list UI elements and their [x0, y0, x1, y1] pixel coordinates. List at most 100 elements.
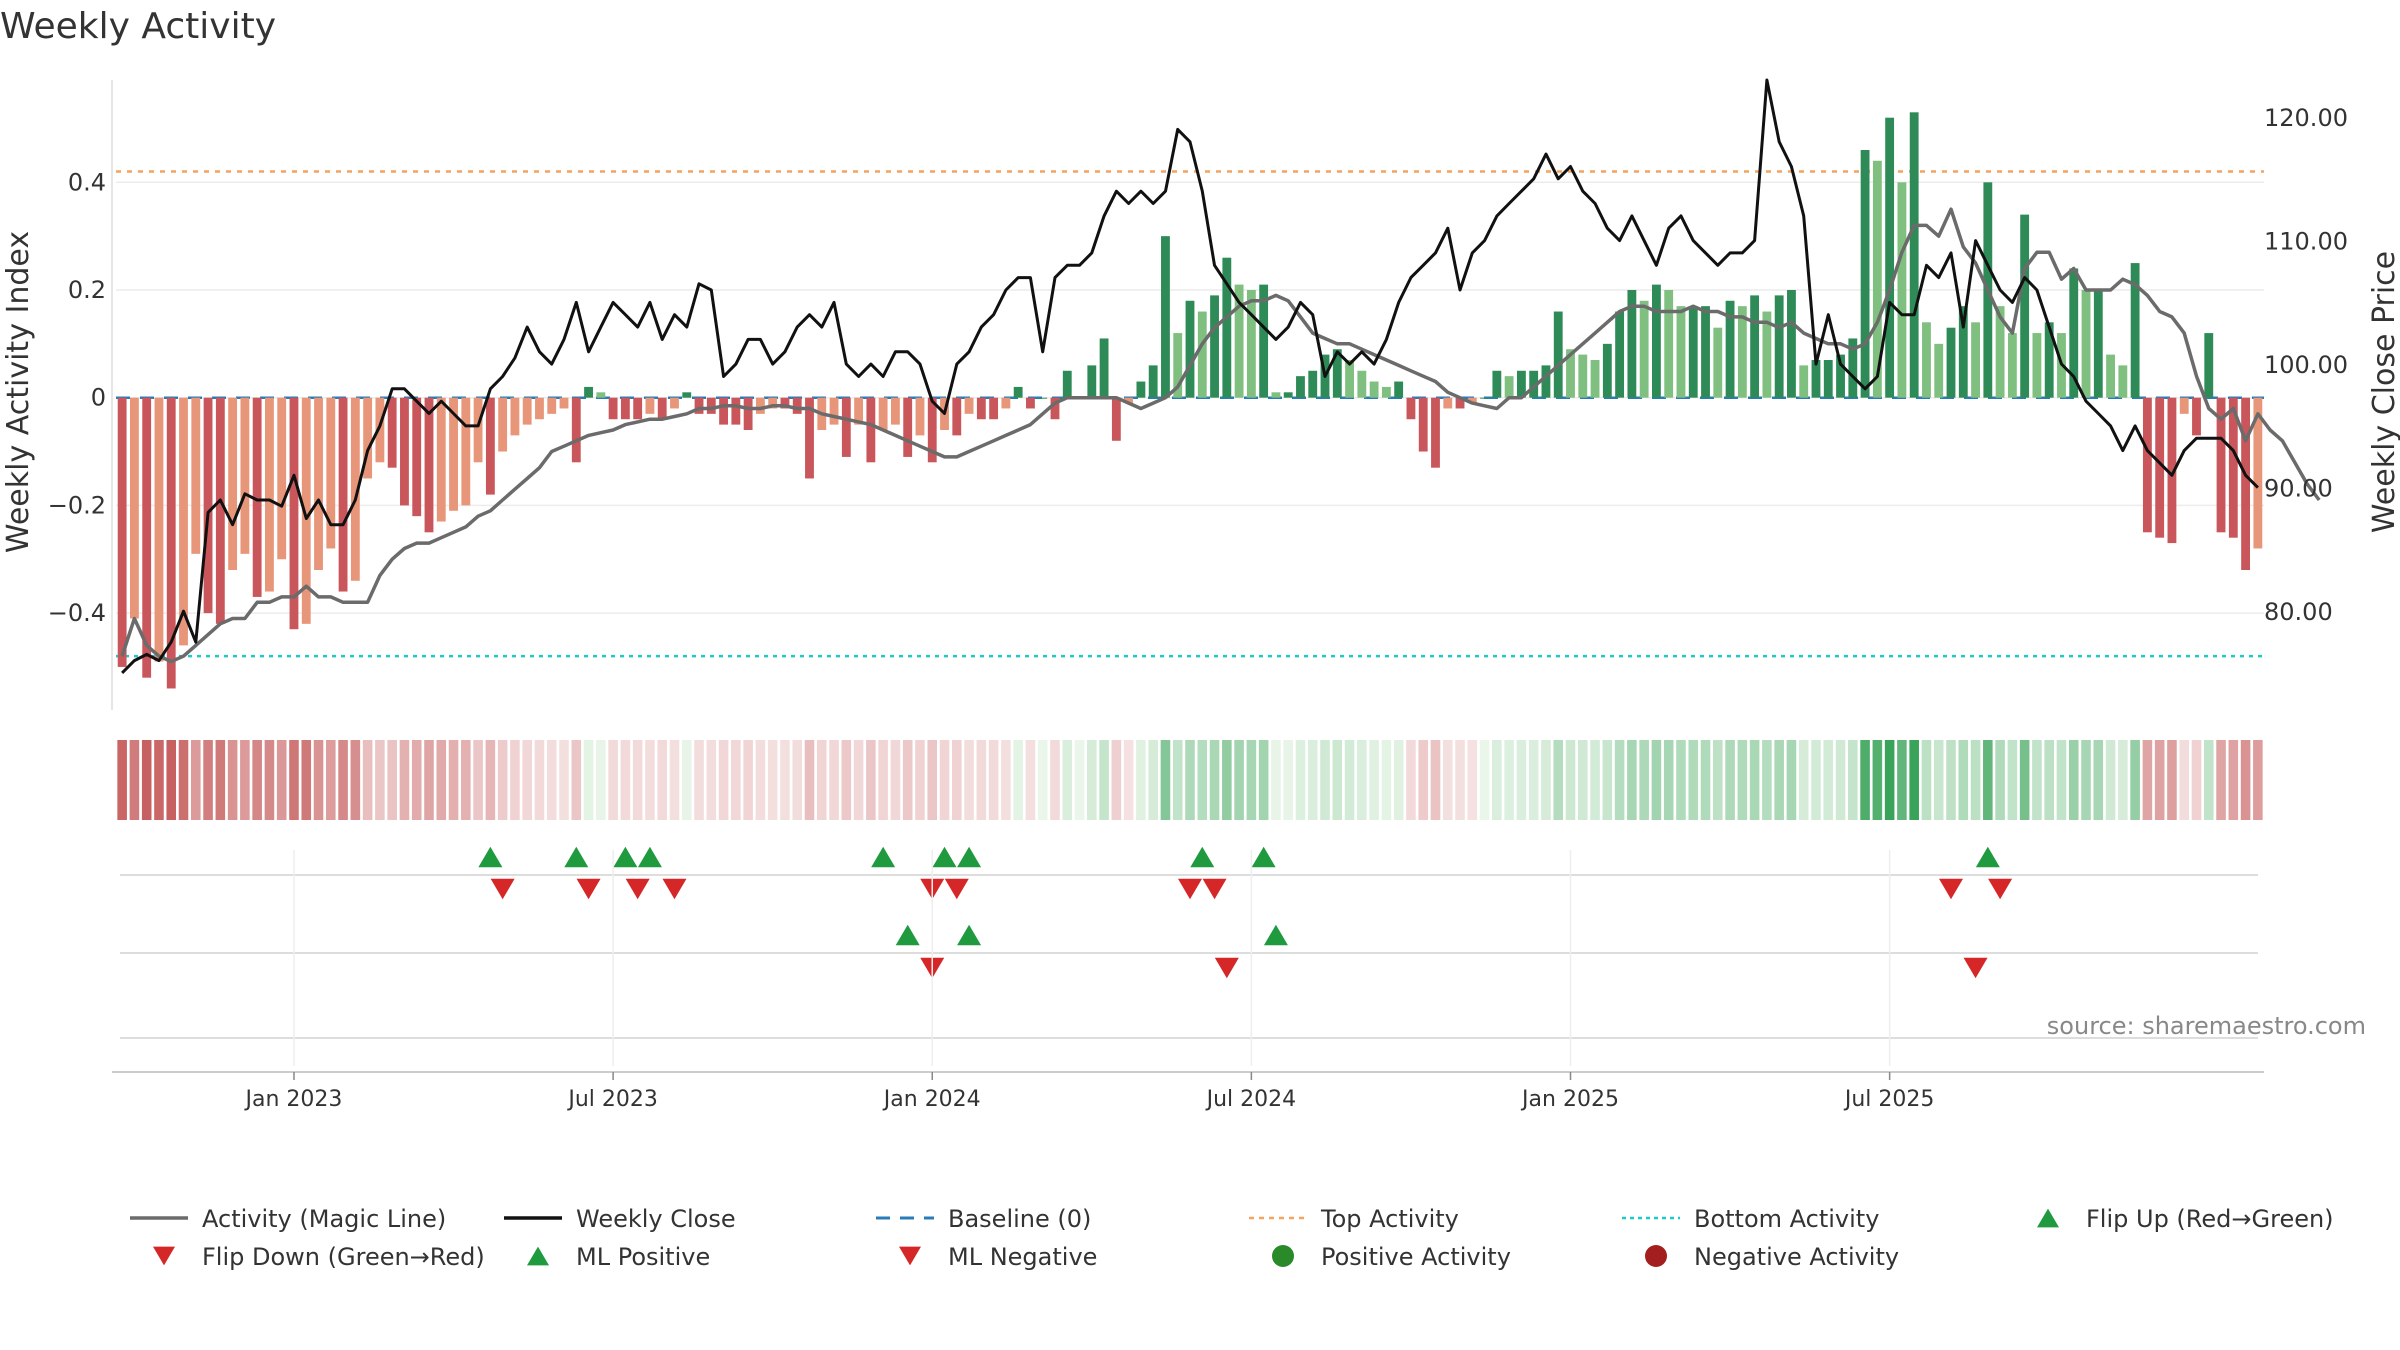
- heat-cell: [1136, 740, 1146, 820]
- activity-bar: [1922, 322, 1931, 398]
- activity-bar: [252, 397, 262, 597]
- heat-cell: [1835, 740, 1846, 820]
- flip-down-marker: [490, 878, 515, 900]
- activity-bar: [289, 397, 299, 630]
- legend-swatch-posact: [1272, 1245, 1294, 1267]
- flip-up-marker: [1251, 846, 1276, 868]
- heat-cell: [2253, 740, 2263, 820]
- activity-bar: [314, 397, 323, 570]
- heat-cell: [1406, 740, 1416, 820]
- activity-bar: [1038, 397, 1048, 399]
- heat-cell: [264, 740, 275, 820]
- heat-cell: [387, 740, 397, 820]
- heat-cell: [559, 740, 569, 820]
- flip-up-marker: [613, 846, 638, 868]
- heat-cell: [1393, 740, 1404, 820]
- heat-cell: [375, 740, 385, 820]
- heat-cell: [2228, 740, 2239, 820]
- activity-bar: [154, 397, 164, 662]
- flip-up-marker: [564, 846, 589, 868]
- activity-bar: [719, 397, 728, 425]
- activity-bar: [1013, 386, 1023, 398]
- heat-cell: [706, 740, 717, 820]
- activity-bar: [1639, 300, 1649, 398]
- activity-bar: [731, 397, 741, 425]
- activity-bar: [1418, 397, 1428, 452]
- heat-cell: [399, 740, 410, 820]
- activity-bar: [1627, 290, 1637, 398]
- heat-cell: [2191, 740, 2202, 820]
- heat-cell: [1123, 740, 1134, 820]
- heat-cell: [497, 740, 508, 820]
- heat-cell: [657, 740, 667, 820]
- heat-cell: [1516, 740, 1527, 820]
- heat-cell: [2019, 740, 2030, 820]
- heat-cell: [534, 740, 545, 820]
- heat-cell: [2105, 740, 2116, 820]
- date-tick-label-0: Jan 2023: [244, 1087, 343, 1112]
- heat-cell: [927, 740, 938, 820]
- heat-cell: [2118, 740, 2128, 820]
- heat-cell: [841, 740, 852, 820]
- flip-down-marker: [576, 878, 601, 900]
- legend-swatch-flipdown: [153, 1246, 175, 1266]
- heat-cell: [596, 740, 606, 820]
- right-tick-label-4: 80.00: [2264, 598, 2333, 626]
- activity-bar: [1136, 381, 1146, 398]
- right-axis: 120.00 110.00 100.00 90.00 80.00: [2264, 104, 2348, 626]
- date-tick-label-5: Jul 2025: [1843, 1087, 1935, 1112]
- legend-label-close: Weekly Close: [576, 1205, 736, 1233]
- heat-cell: [1798, 740, 1809, 820]
- heat-cell: [1553, 740, 1564, 820]
- heat-cell: [436, 740, 447, 820]
- activity-bar: [1197, 311, 1207, 398]
- activity-bar: [608, 397, 618, 420]
- activity-bar: [1455, 397, 1465, 409]
- activity-bar: [191, 397, 201, 554]
- activity-bar: [1602, 343, 1612, 398]
- legend-label-flipdown: Flip Down (Green→Red): [202, 1243, 485, 1271]
- activity-bar: [915, 397, 925, 436]
- activity-bar: [1652, 284, 1661, 398]
- heat-cell: [890, 740, 901, 820]
- heat-cell: [1467, 740, 1478, 820]
- heat-cell: [2154, 740, 2165, 820]
- activity-bar: [780, 397, 790, 409]
- date-tick-label-1: Jul 2023: [566, 1087, 658, 1112]
- heat-cell: [1381, 740, 1392, 820]
- activity-bar: [1848, 338, 1858, 398]
- legend-label-magic: Activity (Magic Line): [202, 1205, 446, 1233]
- heat-cell: [141, 740, 152, 820]
- activity-bar: [2081, 290, 2091, 398]
- activity-bar: [743, 397, 753, 430]
- heat-cell: [1590, 740, 1600, 820]
- activity-bar: [215, 397, 225, 624]
- activity-bar: [117, 397, 127, 667]
- heat-cell: [240, 740, 250, 820]
- flip-down-marker: [944, 878, 969, 900]
- activity-bar: [1787, 290, 1796, 398]
- activity-bar: [1467, 397, 1477, 404]
- heat-cell: [2056, 740, 2067, 820]
- heat-cell: [792, 740, 803, 820]
- heat-cell: [1369, 740, 1379, 820]
- activity-bar: [1713, 327, 1723, 398]
- activity-bar: [878, 397, 888, 430]
- heat-cell: [1209, 740, 1220, 820]
- activity-bar: [1332, 349, 1342, 398]
- heat-cell: [1295, 740, 1306, 820]
- activity-bar: [400, 397, 409, 506]
- activity-bar: [1897, 182, 1907, 398]
- heat-cell: [117, 740, 127, 820]
- legend-label-bottom: Bottom Activity: [1694, 1205, 1879, 1233]
- activity-bar: [1026, 397, 1035, 409]
- legend-label-flipup: Flip Up (Red→Green): [2086, 1205, 2334, 1233]
- heat-cell: [1688, 740, 1699, 820]
- activity-bar: [964, 397, 974, 414]
- heat-cell: [1197, 740, 1208, 820]
- activity-bar: [854, 397, 864, 425]
- left-tick-label-0: 0.4: [68, 168, 106, 196]
- flip-down-marker: [1178, 878, 1202, 900]
- activity-bar: [584, 386, 593, 398]
- heat-cell: [1860, 740, 1870, 820]
